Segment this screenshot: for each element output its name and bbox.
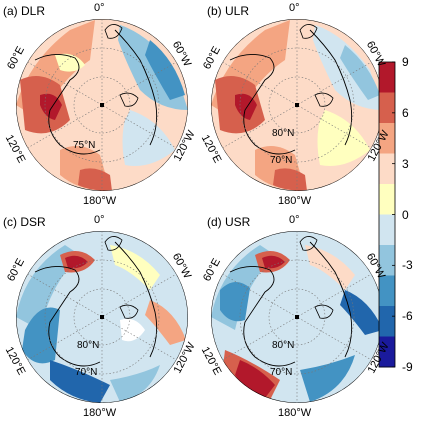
- panel-a-grid: [27, 19, 177, 191]
- panel-b-lat-label-70: 70°N: [270, 155, 293, 166]
- panel-b-lon-bottom: 180°W: [278, 195, 312, 207]
- colorbar-segment: [379, 306, 395, 337]
- colorbar-segment: [379, 92, 395, 124]
- panel-a-lon-bottom: 180°W: [83, 195, 117, 207]
- panel-d-grid: [222, 231, 372, 403]
- panel-a-lat-label: 75°N: [73, 140, 96, 151]
- colorbar-segment: [379, 275, 395, 307]
- colorbar-segment: [379, 214, 395, 246]
- panel-a-lon-top: 0°: [94, 2, 105, 14]
- panel-c-grid: [27, 231, 177, 403]
- colorbar-tick-label: 3: [402, 156, 409, 171]
- panel-c-lon-bottom: 180°W: [83, 407, 117, 419]
- panel-c-lon-top: 0°: [94, 214, 105, 226]
- colorbar-segment: [379, 336, 395, 368]
- panel-c-pole-marker: [100, 315, 104, 319]
- colorbar-segment: [379, 62, 395, 93]
- panel-d-lat-label-80: 80°N: [272, 340, 295, 351]
- panel-d-pole-marker: [295, 315, 299, 319]
- panel-b-lon-top: 0°: [289, 2, 300, 14]
- colorbar-segment: [379, 123, 395, 154]
- colorbar-segment: [379, 184, 395, 215]
- panel-b-label: (b) ULR: [207, 4, 250, 18]
- panel-d-lon-top: 0°: [289, 214, 300, 226]
- panel-b-lat-label-80: 80°N: [272, 128, 295, 139]
- panel-c-label: (c) DSR: [3, 215, 46, 229]
- colorbar-segment: [379, 245, 395, 276]
- colorbar-tick-label: -6: [402, 309, 413, 324]
- colorbar-tick-label: -3: [402, 258, 413, 273]
- panel-a-pole-marker: [100, 103, 104, 107]
- panel-a-map: [16, 19, 188, 191]
- colorbar-tick-label: 6: [402, 105, 409, 120]
- panel-d-lon-bottom: 180°W: [278, 407, 312, 419]
- colorbar-segment: [379, 153, 395, 185]
- panel-b-grid: [222, 19, 372, 191]
- colorbar-tick-label: -9: [402, 360, 413, 374]
- panel-a-label: (a) DLR: [3, 4, 46, 18]
- panel-d-lat-label-70: 70°N: [270, 367, 293, 378]
- panel-c-lat-label-70: 70°N: [75, 367, 98, 378]
- colorbar-tick-label: 9: [402, 55, 409, 69]
- panel-b-pole-marker: [295, 103, 299, 107]
- colorbar-tick-label: 0: [402, 207, 409, 222]
- colorbar: [378, 61, 396, 368]
- panel-c-lat-label-80: 80°N: [77, 340, 100, 351]
- panel-d-label: (d) USR: [207, 215, 251, 229]
